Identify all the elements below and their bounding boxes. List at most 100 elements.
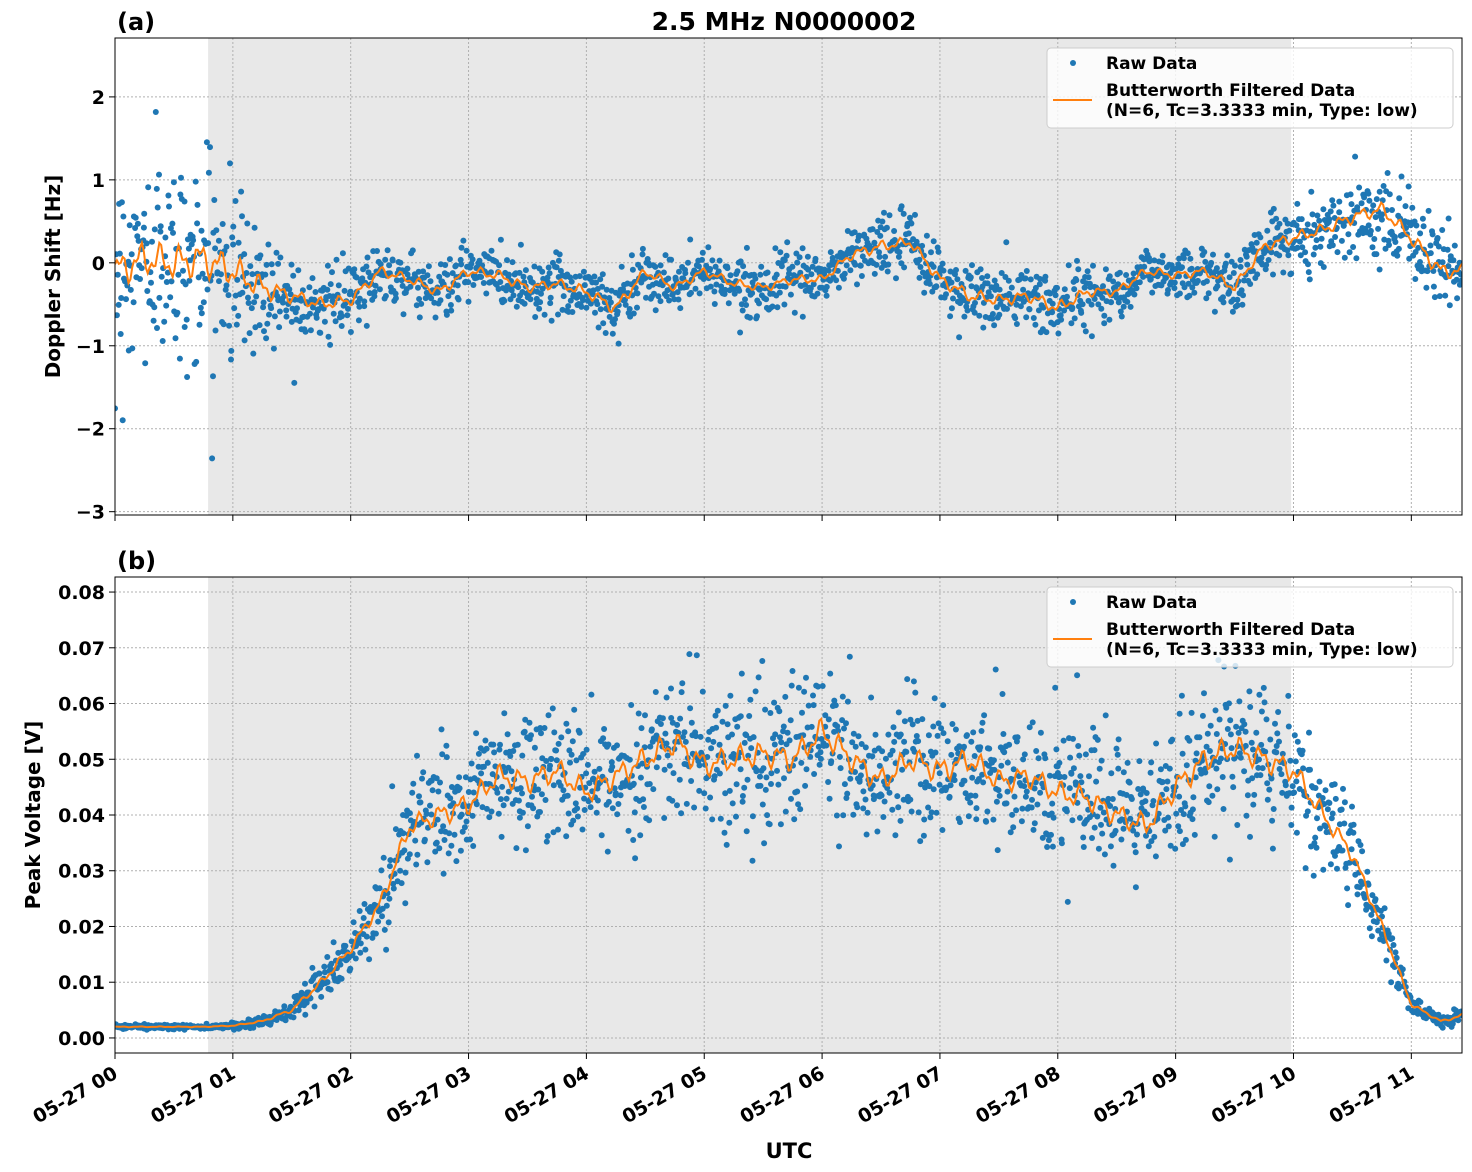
raw-point: [145, 184, 152, 191]
raw-point: [854, 804, 861, 811]
raw-point: [836, 843, 842, 850]
raw-point: [587, 804, 594, 811]
raw-point: [841, 781, 848, 788]
raw-point: [239, 289, 246, 296]
raw-point: [453, 858, 460, 865]
raw-point: [1130, 827, 1137, 834]
raw-point: [494, 789, 501, 796]
raw-point: [678, 689, 685, 696]
raw-point: [776, 708, 783, 715]
raw-point: [1043, 329, 1050, 336]
raw-point: [1299, 747, 1306, 754]
raw-point: [780, 723, 787, 730]
raw-point: [541, 311, 548, 318]
raw-point: [1189, 806, 1196, 813]
raw-point: [1253, 729, 1260, 736]
raw-point: [283, 307, 290, 314]
raw-point: [573, 757, 580, 764]
raw-point: [1193, 750, 1200, 757]
raw-point: [827, 670, 834, 677]
raw-point: [952, 726, 959, 733]
raw-point: [1453, 276, 1460, 283]
raw-point: [893, 275, 899, 282]
raw-point: [436, 273, 443, 280]
raw-point: [306, 284, 313, 291]
raw-point: [664, 752, 671, 759]
raw-point: [705, 736, 712, 743]
raw-point: [773, 271, 780, 278]
raw-point: [1398, 173, 1405, 180]
raw-point: [894, 793, 901, 800]
raw-point: [1429, 231, 1436, 238]
raw-point: [630, 837, 637, 843]
raw-point: [382, 256, 389, 263]
raw-point: [855, 733, 862, 740]
raw-point: [1100, 809, 1107, 816]
raw-point: [510, 292, 517, 299]
raw-point: [1080, 322, 1087, 329]
raw-point: [825, 716, 832, 723]
raw-point: [1354, 891, 1361, 898]
raw-point: [778, 263, 785, 270]
raw-point: [991, 277, 998, 284]
raw-point: [596, 765, 603, 772]
raw-point: [379, 905, 386, 912]
raw-point: [1357, 842, 1364, 848]
raw-point: [886, 789, 893, 796]
raw-point: [443, 311, 450, 318]
raw-point: [375, 918, 382, 925]
raw-point: [424, 859, 431, 866]
raw-point: [1381, 905, 1388, 912]
raw-point: [1285, 252, 1292, 259]
raw-point: [608, 759, 615, 766]
raw-point: [668, 685, 674, 692]
raw-point: [947, 313, 954, 320]
raw-point: [761, 840, 768, 847]
raw-point: [115, 271, 121, 278]
raw-point: [1097, 804, 1104, 811]
raw-point: [269, 270, 276, 277]
raw-point: [266, 311, 272, 318]
raw-point: [1242, 728, 1249, 735]
legend-entry: Raw Data: [1106, 54, 1197, 74]
raw-point: [788, 795, 794, 802]
raw-point: [1356, 184, 1363, 191]
raw-point: [1417, 259, 1423, 265]
raw-point: [324, 954, 331, 960]
y-tick-label: 0.06: [58, 694, 105, 716]
raw-point: [878, 792, 885, 799]
raw-point: [166, 203, 172, 210]
raw-point: [1391, 233, 1398, 240]
raw-point: [816, 761, 823, 768]
raw-point: [897, 731, 904, 738]
raw-point: [797, 806, 804, 813]
x-tick-label: 05-27 09: [1090, 1062, 1182, 1128]
raw-point: [590, 775, 597, 782]
raw-point: [480, 763, 487, 770]
raw-point: [976, 312, 983, 319]
raw-point: [712, 263, 719, 270]
raw-point: [290, 272, 297, 279]
raw-point: [1435, 243, 1442, 250]
raw-point: [295, 1007, 302, 1014]
raw-point: [1134, 831, 1140, 838]
raw-point: [1395, 985, 1402, 992]
raw-point: [1256, 691, 1263, 698]
raw-point: [716, 257, 723, 264]
raw-point: [459, 828, 466, 835]
raw-point: [529, 793, 535, 800]
raw-point: [674, 289, 681, 296]
raw-point: [1237, 257, 1244, 263]
raw-point: [745, 752, 752, 759]
raw-point: [1064, 898, 1071, 905]
raw-point: [1029, 796, 1035, 803]
raw-point: [1132, 849, 1139, 856]
raw-point: [225, 292, 232, 299]
raw-point: [377, 261, 384, 268]
raw-point: [545, 264, 552, 271]
raw-point: [203, 139, 210, 146]
raw-point: [483, 745, 490, 752]
raw-point: [165, 192, 172, 199]
raw-point: [565, 810, 572, 817]
